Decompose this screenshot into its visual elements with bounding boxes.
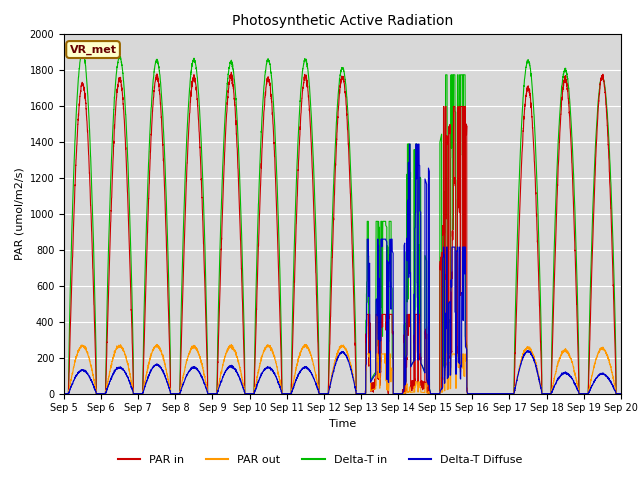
Delta-T in — [161, 141, 168, 147]
PAR out — [499, 391, 507, 396]
Text: VR_met: VR_met — [70, 44, 116, 55]
Delta-T Diffuse — [499, 391, 507, 396]
PAR in — [227, 70, 235, 75]
Delta-T in — [616, 391, 624, 396]
Delta-T Diffuse — [616, 391, 624, 396]
PAR out — [616, 391, 624, 396]
Delta-T in — [78, 48, 86, 54]
PAR in — [322, 391, 330, 396]
Delta-T Diffuse — [322, 391, 330, 396]
PAR out — [322, 391, 330, 396]
PAR out — [161, 357, 168, 363]
PAR in — [60, 391, 68, 396]
PAR in — [160, 172, 168, 178]
X-axis label: Time: Time — [329, 419, 356, 429]
Line: Delta-T in: Delta-T in — [64, 51, 621, 394]
Delta-T Diffuse — [467, 391, 475, 396]
Title: Photosynthetic Active Radiation: Photosynthetic Active Radiation — [232, 14, 453, 28]
PAR out — [436, 388, 444, 394]
PAR in — [467, 391, 475, 396]
Delta-T in — [60, 391, 68, 396]
Delta-T in — [322, 391, 330, 396]
Line: Delta-T Diffuse: Delta-T Diffuse — [64, 144, 621, 394]
Delta-T Diffuse — [406, 141, 413, 147]
PAR in — [436, 263, 444, 269]
PAR in — [617, 391, 625, 396]
Legend: PAR in, PAR out, Delta-T in, Delta-T Diffuse: PAR in, PAR out, Delta-T in, Delta-T Dif… — [113, 451, 527, 469]
Line: PAR in: PAR in — [64, 72, 621, 394]
Delta-T in — [617, 391, 625, 396]
PAR in — [499, 391, 507, 396]
PAR out — [467, 391, 475, 396]
Y-axis label: PAR (umol/m2/s): PAR (umol/m2/s) — [14, 167, 24, 260]
Delta-T in — [499, 391, 507, 396]
Delta-T Diffuse — [617, 391, 625, 396]
Delta-T in — [436, 137, 444, 143]
Delta-T in — [467, 391, 475, 396]
PAR out — [153, 342, 161, 348]
Line: PAR out: PAR out — [64, 345, 621, 394]
Delta-T Diffuse — [60, 391, 68, 396]
Delta-T Diffuse — [160, 371, 168, 376]
PAR out — [617, 391, 625, 396]
Delta-T Diffuse — [436, 388, 444, 394]
PAR out — [60, 391, 68, 396]
PAR in — [616, 391, 624, 396]
